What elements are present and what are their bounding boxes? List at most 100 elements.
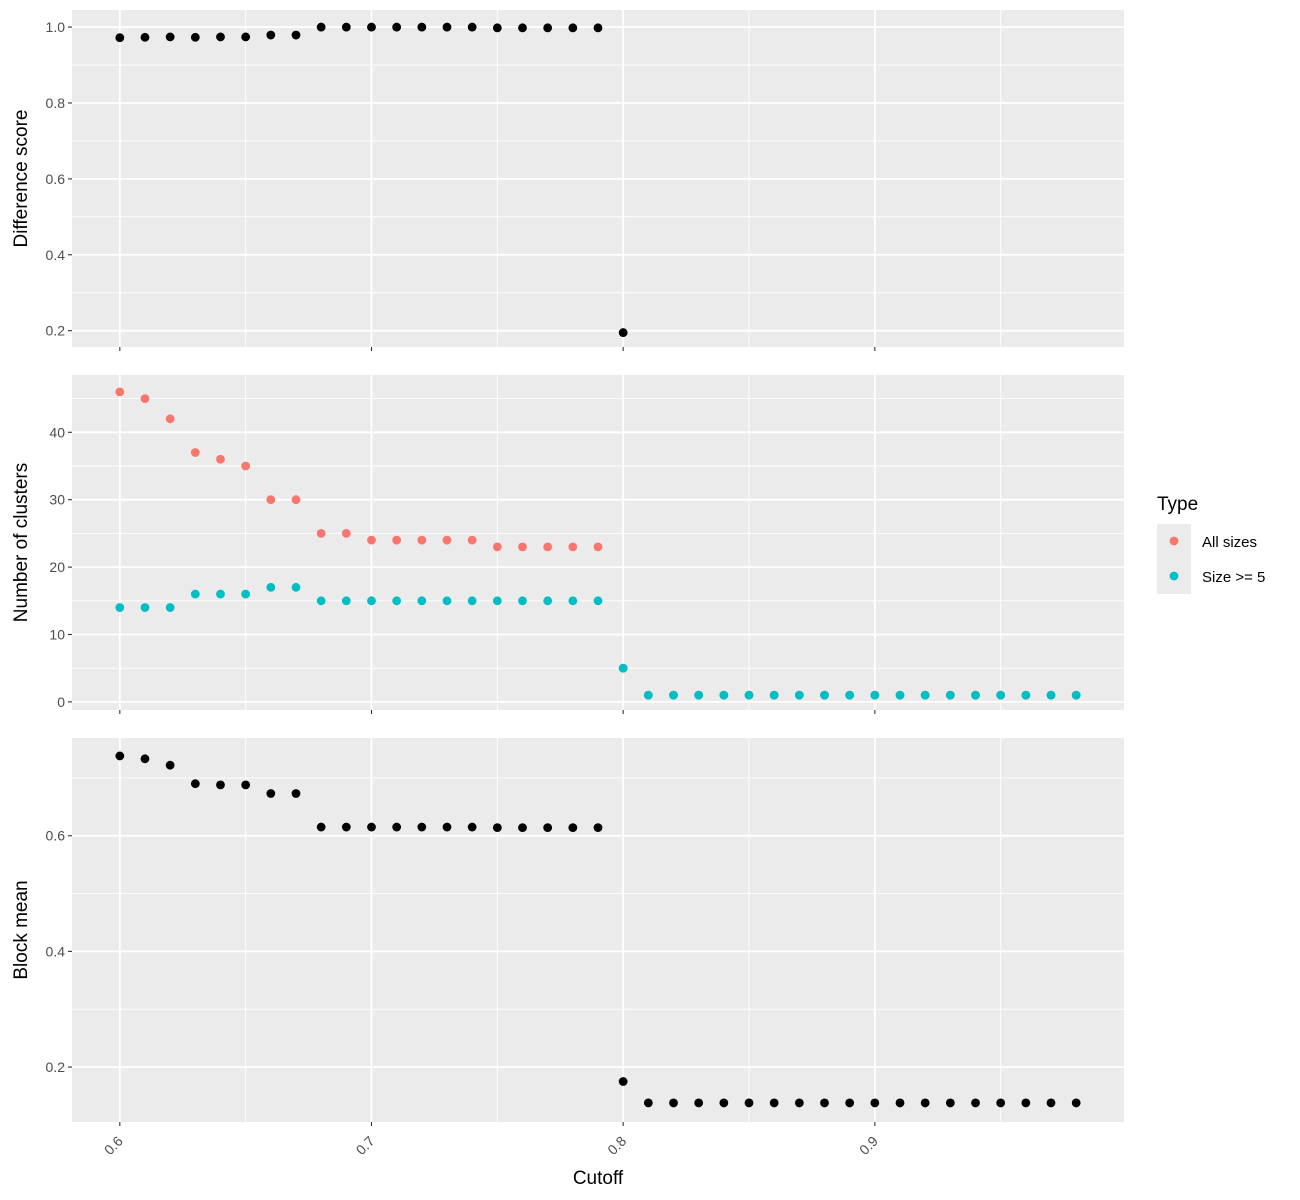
data-point [920,1098,930,1108]
data-point [719,1098,729,1108]
data-point [140,32,150,42]
data-point [291,789,301,798]
data-point [593,23,603,33]
data-point [266,495,276,505]
data-point [543,823,553,833]
data-point [719,690,729,700]
data-point [492,596,502,606]
data-point [442,535,452,545]
data-point [618,663,628,673]
data-point [291,30,301,40]
data-point [492,542,502,552]
y-tick-label: 0.6 [46,171,66,187]
data-point [392,596,402,606]
data-point [593,542,603,552]
data-point [165,414,175,424]
data-point [216,454,225,464]
legend-key-size-ge-5 [1169,571,1179,581]
y-tick-label: 40 [49,424,65,440]
data-point [140,394,150,403]
data-point [518,23,527,33]
legend-title: Type [1157,494,1198,515]
data-point [669,690,678,700]
data-point [316,596,326,606]
legend-key-background [1157,524,1191,594]
data-point [643,690,653,700]
data-point [996,690,1006,700]
data-point [593,823,603,833]
data-point [895,690,905,700]
y-tick-label: 0.6 [46,828,66,844]
y-tick-label: 0.2 [46,1059,66,1075]
series-points [115,751,1081,1108]
data-point [769,1098,779,1108]
data-point [744,1098,754,1108]
y-tick-label: 0 [57,694,65,710]
data-point [241,589,251,599]
data-point [266,789,276,798]
data-point [442,822,452,832]
data-point [845,690,855,700]
data-point [241,32,251,42]
data-point [367,535,376,545]
data-point [140,754,150,764]
data-point [1046,690,1056,700]
data-point [794,1098,804,1108]
data-point [190,779,200,789]
legend-label-size-ge-5: Size >= 5 [1202,569,1265,586]
data-point [367,822,376,832]
data-point [1021,690,1031,700]
data-point [442,22,452,32]
panel-background [72,738,1124,1122]
data-point [241,780,251,790]
data-point [140,603,150,612]
y-axis-title: Block mean [11,880,32,979]
data-point [190,32,200,42]
y-tick-label: 0.4 [46,943,66,959]
data-point [971,1098,980,1108]
data-point [1046,1098,1056,1108]
data-point [543,23,553,33]
data-point [266,30,276,40]
data-point [367,596,376,606]
data-point [820,1098,829,1108]
data-point [442,596,452,606]
y-axis-title: Number of clusters [11,463,32,622]
x-tick-label: 0.6 [101,1133,126,1158]
data-point [115,33,125,43]
data-point [241,461,251,471]
data-point [794,690,804,700]
data-point [417,535,427,545]
y-axis-title: Difference score [11,110,32,248]
data-point [341,596,351,606]
data-point [165,760,175,770]
data-point [1021,1098,1031,1108]
y-tick-label: 0.4 [46,247,66,263]
data-point [266,582,276,592]
data-point [115,387,125,397]
data-point [417,822,427,832]
data-point [694,1098,704,1108]
data-point [316,529,326,538]
data-point [820,690,829,700]
data-point [895,1098,905,1108]
data-point [769,690,779,700]
data-point [115,603,125,612]
data-point [417,596,427,606]
data-point [467,596,477,606]
legend-key-all-sizes [1169,536,1179,546]
data-point [216,589,225,599]
y-tick-label: 0.8 [46,95,66,111]
data-point [694,690,704,700]
data-point [845,1098,855,1108]
data-point [492,23,502,33]
data-point [870,1098,880,1108]
data-point [316,22,326,32]
legend-label-all-sizes: All sizes [1202,534,1257,551]
data-point [643,1098,653,1108]
data-point [467,535,477,545]
data-point [467,822,477,832]
data-point [392,22,402,32]
data-point [291,582,301,592]
data-point [216,780,225,790]
